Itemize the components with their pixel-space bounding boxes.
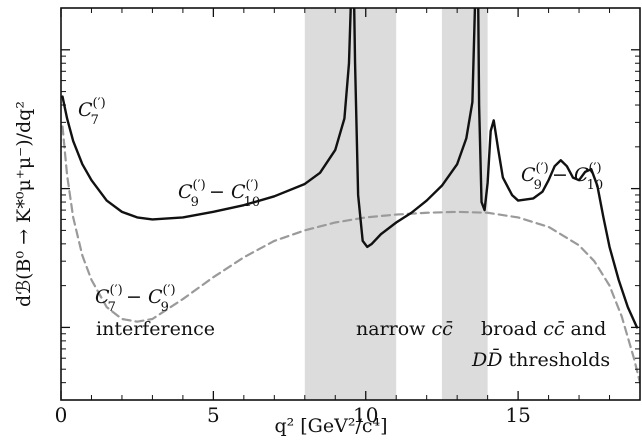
annotation-c9-minus-c10-left: C(′) 9 − C(′) 10 <box>178 178 260 210</box>
dashed-series-line <box>61 125 640 384</box>
axis-ticks: 0 5 10 15 <box>55 7 641 427</box>
annotation-ddbar-thresholds: DD̄ thresholds <box>471 348 610 371</box>
x-tick-label: 15 <box>505 403 530 427</box>
annotation-c7: C(′) 7 <box>78 96 106 128</box>
annotation-c9-minus-c10-right: C(′) 9 − C(′) 10 <box>521 161 603 193</box>
solid-series-layer <box>61 8 639 329</box>
x-tick-label: 5 <box>207 403 220 427</box>
x-tick-label: 0 <box>55 403 68 427</box>
annotation-narrow-ccbar: narrow cc̄ <box>356 318 453 340</box>
shaded-regions <box>304 8 488 400</box>
x-axis-label: q² [GeV²/c⁴] <box>274 415 387 437</box>
annotation-interference: interference <box>96 318 215 340</box>
shaded-region-2 <box>441 8 488 400</box>
annotation-c7-minus-c9: C(′) 7 − C(′) 9 <box>95 283 176 315</box>
annotation-broad-ccbar: broad cc̄ and <box>481 318 606 340</box>
y-axis-label: dℬ(B⁰ → K*⁰μ⁺μ⁻)/dq² <box>13 101 35 307</box>
dashed-series-layer <box>61 125 640 384</box>
shaded-region-1 <box>304 8 397 400</box>
solid-series-line <box>61 8 639 329</box>
x-tick-label: 10 <box>353 403 378 427</box>
plot-frame <box>60 7 641 401</box>
